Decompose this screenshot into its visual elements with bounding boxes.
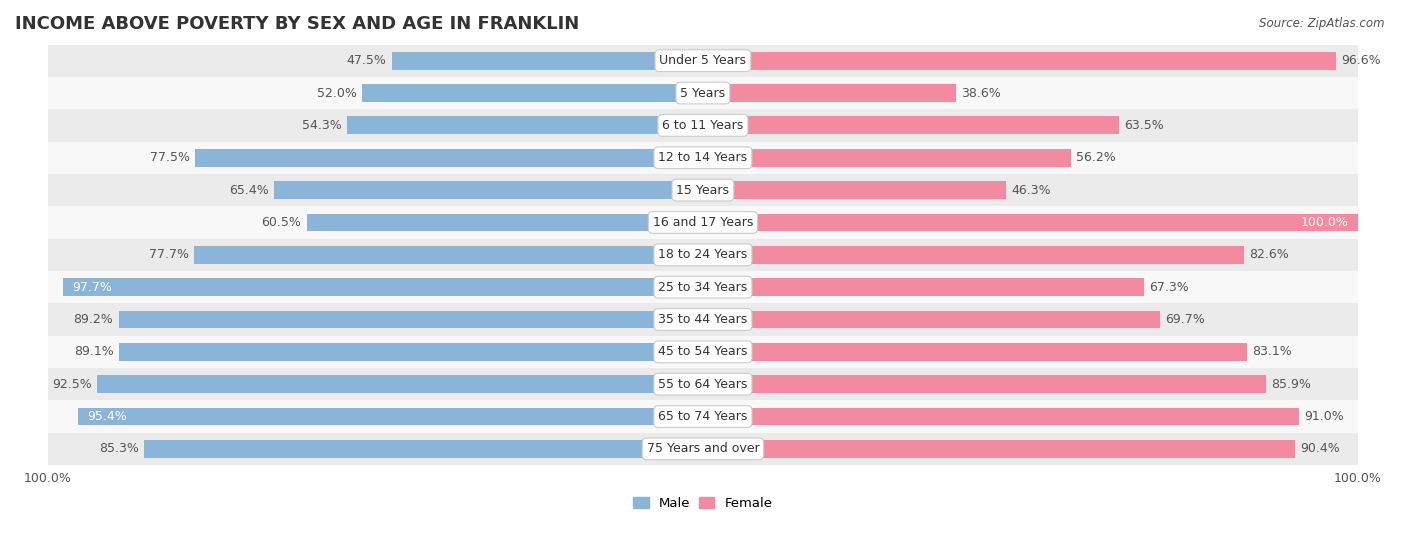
Bar <box>703 311 1160 328</box>
Text: 5 Years: 5 Years <box>681 87 725 100</box>
Bar <box>48 400 1358 433</box>
Text: 82.6%: 82.6% <box>1250 248 1289 261</box>
Bar <box>307 214 703 231</box>
Text: 16 and 17 Years: 16 and 17 Years <box>652 216 754 229</box>
Bar <box>703 52 1336 69</box>
Text: 95.4%: 95.4% <box>87 410 128 423</box>
Bar <box>363 84 703 102</box>
Text: 6 to 11 Years: 6 to 11 Years <box>662 119 744 132</box>
Bar <box>703 440 1295 458</box>
Bar <box>48 206 1358 239</box>
Text: INCOME ABOVE POVERTY BY SEX AND AGE IN FRANKLIN: INCOME ABOVE POVERTY BY SEX AND AGE IN F… <box>15 15 579 33</box>
Bar <box>392 52 703 69</box>
Bar <box>48 368 1358 400</box>
Bar <box>48 45 1358 77</box>
Text: 77.7%: 77.7% <box>149 248 188 261</box>
Text: 77.5%: 77.5% <box>150 151 190 164</box>
Bar <box>703 149 1071 167</box>
Legend: Male, Female: Male, Female <box>627 491 779 515</box>
Bar <box>274 181 703 199</box>
Text: 56.2%: 56.2% <box>1077 151 1116 164</box>
Text: 18 to 24 Years: 18 to 24 Years <box>658 248 748 261</box>
Bar <box>194 246 703 264</box>
Bar <box>703 84 956 102</box>
Text: 100.0%: 100.0% <box>1301 216 1348 229</box>
Text: 63.5%: 63.5% <box>1125 119 1164 132</box>
Text: 35 to 44 Years: 35 to 44 Years <box>658 313 748 326</box>
Text: 90.4%: 90.4% <box>1301 442 1340 456</box>
Bar <box>703 375 1265 393</box>
Text: 85.3%: 85.3% <box>98 442 139 456</box>
Text: 38.6%: 38.6% <box>962 87 1001 100</box>
Bar <box>48 271 1358 304</box>
Bar <box>703 343 1247 361</box>
Text: 96.6%: 96.6% <box>1341 54 1381 67</box>
Text: 52.0%: 52.0% <box>318 87 357 100</box>
Text: 54.3%: 54.3% <box>302 119 342 132</box>
Text: 55 to 64 Years: 55 to 64 Years <box>658 378 748 391</box>
Text: 60.5%: 60.5% <box>262 216 301 229</box>
Text: 12 to 14 Years: 12 to 14 Years <box>658 151 748 164</box>
Text: Under 5 Years: Under 5 Years <box>659 54 747 67</box>
Bar <box>97 375 703 393</box>
Bar <box>703 214 1358 231</box>
Text: 97.7%: 97.7% <box>73 281 112 293</box>
Bar <box>703 278 1144 296</box>
Text: 25 to 34 Years: 25 to 34 Years <box>658 281 748 293</box>
Text: 69.7%: 69.7% <box>1164 313 1205 326</box>
Text: 46.3%: 46.3% <box>1011 183 1052 197</box>
Text: 83.1%: 83.1% <box>1253 345 1292 358</box>
Bar <box>48 304 1358 335</box>
Text: 85.9%: 85.9% <box>1271 378 1310 391</box>
Text: 91.0%: 91.0% <box>1305 410 1344 423</box>
Bar <box>48 109 1358 141</box>
Bar <box>77 408 703 425</box>
Text: 75 Years and over: 75 Years and over <box>647 442 759 456</box>
Bar <box>48 174 1358 206</box>
Bar <box>118 311 703 328</box>
Bar <box>143 440 703 458</box>
Text: 89.1%: 89.1% <box>75 345 114 358</box>
Text: 45 to 54 Years: 45 to 54 Years <box>658 345 748 358</box>
Text: 47.5%: 47.5% <box>347 54 387 67</box>
Text: 15 Years: 15 Years <box>676 183 730 197</box>
Bar <box>703 181 1007 199</box>
Bar <box>48 335 1358 368</box>
Bar <box>48 239 1358 271</box>
Bar <box>63 278 703 296</box>
Text: Source: ZipAtlas.com: Source: ZipAtlas.com <box>1260 17 1385 30</box>
Bar <box>703 246 1244 264</box>
Bar <box>48 433 1358 465</box>
Bar <box>48 141 1358 174</box>
Bar <box>347 116 703 134</box>
Text: 67.3%: 67.3% <box>1149 281 1189 293</box>
Bar <box>195 149 703 167</box>
Bar <box>703 116 1119 134</box>
Text: 65.4%: 65.4% <box>229 183 269 197</box>
Text: 89.2%: 89.2% <box>73 313 114 326</box>
Bar <box>48 77 1358 109</box>
Text: 65 to 74 Years: 65 to 74 Years <box>658 410 748 423</box>
Text: 92.5%: 92.5% <box>52 378 91 391</box>
Bar <box>120 343 703 361</box>
Bar <box>703 408 1299 425</box>
